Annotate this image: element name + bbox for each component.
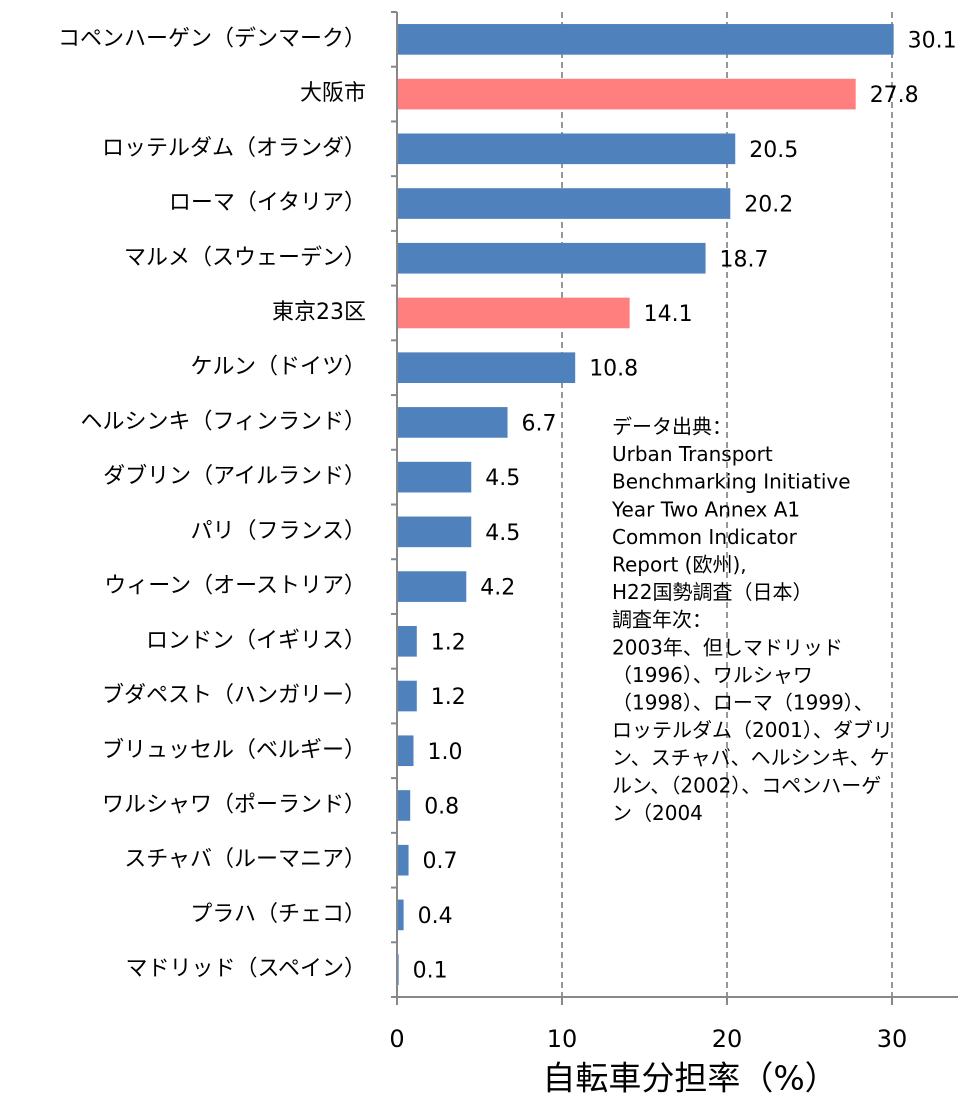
annotation: データ出典： [612,415,732,439]
bar [397,516,472,548]
value-label: 10.8 [589,357,638,382]
value-label: 1.0 [428,740,463,765]
value-label: 18.7 [720,247,769,272]
bar [397,461,472,493]
value-label: 20.5 [749,138,798,163]
annotation: （1998）、ローマ（1999）、 [612,691,874,715]
bar [397,735,414,767]
value-label: 1.2 [431,685,466,710]
bar [397,899,404,931]
y-tick-label: 東京23区 [272,300,366,325]
y-tick-label: ヘルシンキ（フィンランド） [80,409,366,434]
value-label: 30.1 [908,28,957,53]
y-tick-label: ローマ（イタリア） [169,191,366,216]
value-label: 27.8 [870,83,919,108]
x-axis-title: 自転車分担率（%） [542,1059,837,1098]
annotation: ロッテルダム（2001）、ダブリ [612,718,893,742]
value-label: 0.4 [418,904,453,929]
y-tick-label: ブダペスト（ハンガリー） [102,683,366,708]
y-tick-label: スチャバ（ルーマニア） [124,847,366,872]
value-label: 20.2 [744,193,793,218]
bar [397,680,417,712]
value-label: 4.5 [485,521,520,546]
y-tick-label: プラハ（チェコ） [190,902,366,927]
y-tick-label: ウィーン（オーストリア） [104,574,366,599]
value-label: 1.2 [431,630,466,655]
value-label: 0.8 [424,794,459,819]
annotation: 調査年次： [612,608,712,632]
x-tick-label: 20 [712,1025,743,1053]
y-tick-label: ブリュッセル（ベルギー） [102,738,366,763]
y-tick-label: 大阪市 [300,81,366,106]
y-tick-label: マルメ（スウェーデン） [124,245,366,270]
annotation: Report (欧州), [612,553,747,577]
value-label: 0.7 [423,849,458,874]
annotation: Urban Transport [612,442,773,466]
annotation: （1996）、ワルシャワ [612,663,813,687]
y-tick-label: ダブリン（アイルランド） [103,464,366,489]
value-label: 4.5 [485,466,520,491]
bar [397,78,856,110]
bar [397,133,736,165]
y-tick-label: ロッテルダム（オランダ） [102,136,366,161]
bar [397,242,706,274]
y-tick-label: ワルシャワ（ポーランド） [102,792,366,817]
annotation: 2003年、但しマドリッド [612,635,843,659]
x-tick-label: 10 [547,1025,578,1053]
bar [397,844,409,876]
bar [397,297,630,329]
bar [397,407,508,438]
annotation: ン（2004 [612,801,703,825]
value-label: 0.1 [413,959,448,984]
bar [397,790,411,821]
annotation: Year Two Annex A1 [611,497,800,521]
bar [397,571,467,602]
bar [397,24,894,55]
value-label: 14.1 [644,302,693,327]
x-tick-label: 0 [389,1025,404,1053]
annotation: H22国勢調査（日本） [612,580,813,604]
y-tick-label: ロンドン（イギリス） [146,628,366,653]
annotation: Common Indicator [612,525,798,549]
bar [397,188,731,219]
annotation: Benchmarking Initiative [612,470,851,494]
annotation: ン、スチャバ、ヘルシンキ、ケ [612,746,890,770]
value-label: 6.7 [522,411,557,436]
value-label: 4.2 [480,576,515,601]
x-tick-label: 30 [877,1025,908,1053]
bar [397,352,576,384]
y-tick-label: マドリッド（スペイン） [126,957,366,982]
y-tick-label: ケルン（ドイツ） [190,355,366,380]
y-tick-label: パリ（フランス） [190,519,366,544]
bar [397,625,417,657]
y-tick-label: コペンハーゲン（デンマーク） [58,26,366,51]
annotation: ルン、（2002）、コペンハーゲ [612,773,881,797]
